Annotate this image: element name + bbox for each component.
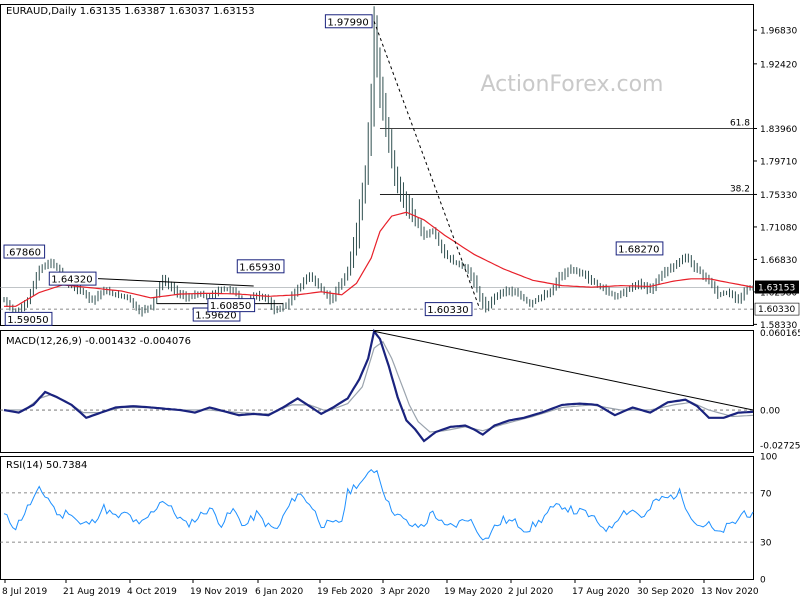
price-annotation-box — [4, 311, 53, 326]
macd-trendline — [373, 330, 754, 411]
support-price-badge — [754, 302, 800, 316]
x-axis-label: 3 Apr 2020 — [380, 587, 430, 597]
price-annotation-label: 1.60850 — [210, 301, 251, 312]
price-annotation-label: 1.65930 — [239, 262, 280, 273]
x-axis-label: 4 Oct 2019 — [127, 587, 177, 597]
x-axis-label: 2 Jul 2020 — [508, 587, 553, 597]
price-annotation-box — [424, 302, 473, 317]
price-annotation-box — [207, 298, 256, 313]
rsi-line — [3, 469, 754, 541]
x-axis-label: 8 Jul 2019 — [2, 587, 47, 597]
rsi-panel-title: RSI(14) 50.7384 — [6, 460, 87, 471]
price-axis-label: 1.83960 — [760, 125, 797, 135]
x-axis-label: 19 Feb 2020 — [317, 587, 373, 597]
rsi-axis-label: 30 — [760, 539, 772, 549]
x-axis-label: 21 Aug 2019 — [63, 587, 121, 597]
fib-level-label: 38.2 — [730, 184, 750, 194]
price-annotation-label: 1.97990 — [327, 17, 368, 28]
x-axis-label: 19 Nov 2019 — [190, 587, 248, 597]
price-annotation-label: 1.60330 — [427, 305, 468, 316]
x-axis-label: 17 Aug 2020 — [572, 587, 630, 597]
price-annotation-box — [615, 241, 664, 256]
price-panel: 1.96830 1.92420 1.83960 1.79710 1.75330 1.710… — [0, 4, 800, 331]
moving-average-line — [4, 211, 754, 307]
price-axis-label: 1.58330 — [760, 321, 797, 331]
macd-axis-label: -0.02725 — [760, 442, 800, 452]
price-annotation-label: 1.64320 — [51, 275, 92, 286]
x-axis-label: 19 May 2020 — [444, 587, 503, 597]
rsi-axis-label: 100 — [760, 453, 777, 463]
price-annotation-box — [3, 244, 46, 259]
support-price-label: 1.60330 — [758, 305, 795, 315]
current-price-badge — [755, 280, 799, 294]
macd-panel-frame — [0, 330, 754, 453]
current-price-label: 1.63153 — [758, 284, 795, 294]
x-axis-label: 6 Jan 2020 — [255, 587, 303, 597]
rsi-panel: 100 70 30 0 — [0, 453, 777, 586]
price-trendline — [97, 278, 254, 287]
price-panel-frame — [0, 4, 754, 326]
price-axis-label: 1.71080 — [760, 223, 797, 233]
macd-line — [3, 328, 754, 443]
x-axis-label: 13 Nov 2020 — [701, 587, 759, 597]
price-axis-label: 1.96830 — [760, 27, 797, 37]
price-axis-label: 1.79710 — [760, 157, 797, 167]
x-axis-label: 30 Sep 2020 — [637, 587, 694, 597]
macd-axis-label: 0.00 — [760, 407, 780, 417]
price-annotation-box — [48, 271, 97, 286]
watermark: ActionForex.com — [481, 72, 664, 97]
price-axis-label: 1.92420 — [760, 60, 797, 70]
rsi-panel-frame — [0, 456, 754, 580]
price-annotation-box — [236, 259, 285, 274]
price-annotation-label: 1.59050 — [7, 315, 48, 326]
price-annotation-label: .67860 — [6, 248, 41, 259]
price-annotation-label: 1.68270 — [618, 244, 659, 255]
macd-panel: 0.060165 0.00 -0.02725 — [0, 328, 800, 453]
x-axis: 8 Jul 2019 21 Aug 2019 4 Oct 2019 19 Nov 20… — [2, 579, 759, 597]
price-annotation-label: 1.59620 — [195, 311, 236, 322]
macd-axis-label: 0.060165 — [760, 329, 800, 339]
price-axis-label: 1.75330 — [760, 191, 797, 201]
rsi-axis-label: 0 — [760, 576, 766, 586]
price-axis-label: 1.66830 — [760, 256, 797, 266]
fib-level-label: 61.8 — [730, 119, 750, 129]
macd-panel-title: MACD(12,26,9) -0.001432 -0.004076 — [6, 336, 191, 347]
chart-header: EURAUD,Daily 1.63135 1.63387 1.63037 1.6… — [6, 6, 255, 17]
price-annotation-box — [324, 14, 373, 29]
rsi-axis-label: 70 — [760, 489, 772, 499]
